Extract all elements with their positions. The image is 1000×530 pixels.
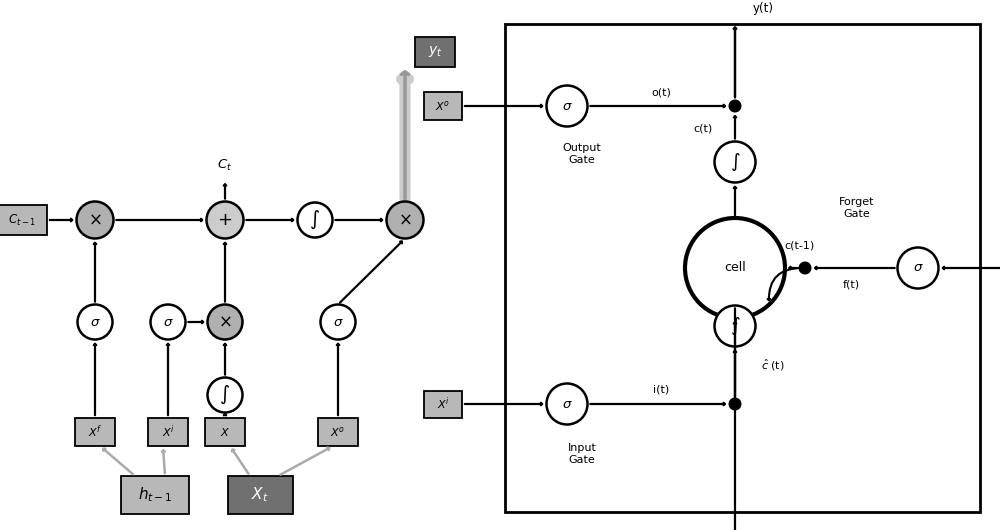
- Circle shape: [546, 85, 588, 127]
- Text: f(t): f(t): [843, 280, 860, 290]
- FancyBboxPatch shape: [424, 93, 462, 119]
- Text: $X^i$: $X^i$: [162, 423, 174, 440]
- Bar: [505, 24, 980, 512]
- Text: $\int$: $\int$: [730, 151, 740, 173]
- Text: c(t-1): c(t-1): [785, 241, 815, 251]
- Text: Forget
Gate: Forget Gate: [839, 197, 875, 219]
- FancyBboxPatch shape: [0, 205, 47, 235]
- Circle shape: [799, 262, 811, 274]
- Circle shape: [298, 202, 332, 237]
- Circle shape: [208, 377, 242, 412]
- Text: cell: cell: [724, 261, 746, 275]
- FancyBboxPatch shape: [205, 418, 245, 446]
- Text: $\sigma$: $\sigma$: [913, 261, 923, 275]
- Circle shape: [78, 305, 112, 340]
- Circle shape: [898, 248, 939, 288]
- Circle shape: [714, 142, 756, 182]
- Text: $\int$: $\int$: [309, 209, 321, 231]
- Circle shape: [729, 398, 741, 410]
- FancyBboxPatch shape: [424, 391, 462, 418]
- Circle shape: [546, 384, 588, 425]
- FancyBboxPatch shape: [121, 476, 189, 514]
- Text: $X^o$: $X^o$: [435, 99, 451, 113]
- Text: Input
Gate: Input Gate: [568, 443, 596, 465]
- Text: $X_t$: $X_t$: [251, 485, 269, 505]
- FancyBboxPatch shape: [415, 37, 455, 67]
- FancyBboxPatch shape: [148, 418, 188, 446]
- Text: $y_t$: $y_t$: [428, 45, 442, 59]
- Text: Output
Gate: Output Gate: [563, 143, 601, 165]
- Text: $h_{t-1}$: $h_{t-1}$: [138, 485, 172, 505]
- Circle shape: [207, 201, 244, 238]
- Text: y(t): y(t): [753, 3, 774, 15]
- Text: $\sigma$: $\sigma$: [163, 315, 173, 329]
- Text: $\sigma$: $\sigma$: [333, 315, 343, 329]
- Text: $C_t$: $C_t$: [217, 157, 233, 173]
- Text: $\int$: $\int$: [730, 315, 740, 337]
- Circle shape: [685, 218, 785, 318]
- Text: $\sigma$: $\sigma$: [562, 398, 572, 411]
- Circle shape: [208, 305, 242, 340]
- Text: $\hat{c}$ (t): $\hat{c}$ (t): [761, 357, 785, 373]
- Text: $\sigma$: $\sigma$: [90, 315, 100, 329]
- Circle shape: [76, 201, 114, 238]
- Text: $X^i$: $X^i$: [437, 396, 449, 412]
- Text: $\int$: $\int$: [219, 384, 231, 406]
- Text: $\times$: $\times$: [398, 211, 412, 229]
- Text: $\times$: $\times$: [88, 211, 102, 229]
- Circle shape: [150, 305, 186, 340]
- Text: c(t): c(t): [693, 124, 713, 134]
- Text: $X^f$: $X^f$: [88, 423, 102, 440]
- FancyBboxPatch shape: [318, 418, 358, 446]
- Text: i(t): i(t): [653, 385, 669, 395]
- Circle shape: [386, 201, 424, 238]
- Text: $C_{t-1}$: $C_{t-1}$: [8, 213, 36, 227]
- Circle shape: [714, 305, 756, 347]
- Circle shape: [320, 305, 356, 340]
- Text: $X^o$: $X^o$: [330, 425, 346, 439]
- Text: $+$: $+$: [217, 211, 233, 229]
- Text: $\times$: $\times$: [218, 313, 232, 331]
- Text: $X$: $X$: [220, 426, 230, 438]
- Text: o(t): o(t): [651, 87, 671, 97]
- Circle shape: [729, 100, 741, 112]
- Text: $\sigma$: $\sigma$: [562, 100, 572, 112]
- FancyBboxPatch shape: [75, 418, 115, 446]
- FancyBboxPatch shape: [228, 476, 292, 514]
